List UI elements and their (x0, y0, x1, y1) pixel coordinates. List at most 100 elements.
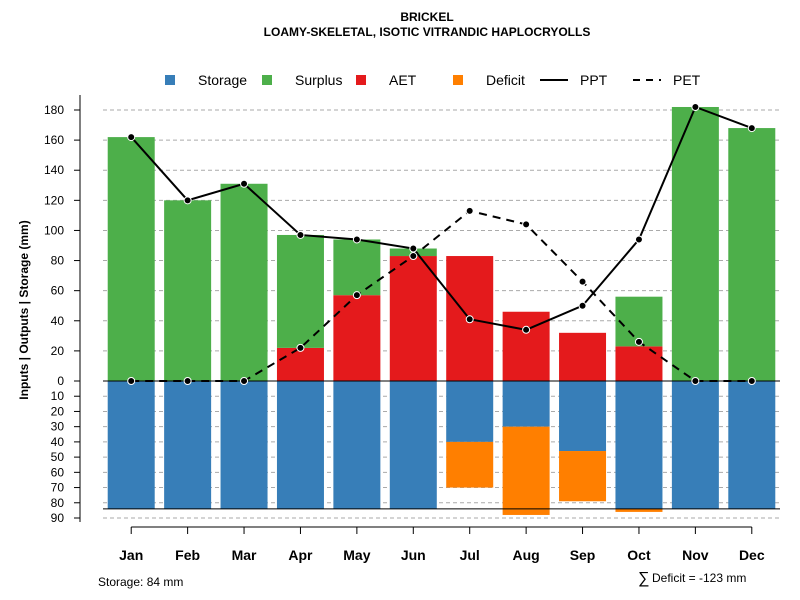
y-tick-label: 0 (57, 374, 64, 388)
x-tick-label: Jan (119, 547, 143, 563)
x-tick-label: Jun (401, 547, 426, 563)
legend-label-storage: Storage (198, 72, 247, 88)
bar-aet (559, 332, 607, 381)
pet-point (691, 377, 700, 385)
bar-storage (502, 381, 550, 427)
x-tick-label: Mar (232, 547, 257, 563)
bar-aet (389, 256, 437, 381)
storage-note: Storage: 84 mm (98, 575, 183, 589)
y-tick-label: 10 (51, 389, 65, 403)
legend: Storage Surplus AET Deficit PPT PET (165, 72, 701, 88)
y-axis-title: Inputs | Outputs | Storage (mm) (17, 220, 31, 399)
y-tick-label: 90 (51, 511, 65, 525)
bar-storage (164, 381, 212, 509)
legend-swatch-surplus (262, 75, 272, 85)
chart-title: BRICKEL (400, 10, 453, 24)
pet-point (296, 343, 305, 352)
x-tick-label: Dec (739, 547, 765, 563)
bar-surplus (107, 137, 155, 381)
legend-label-aet: AET (389, 72, 417, 88)
pet-point (747, 377, 756, 385)
y-tick-label: 20 (51, 344, 65, 358)
legend-label-pet: PET (673, 72, 701, 88)
bar-surplus (671, 106, 719, 381)
y-tick-label: 30 (51, 420, 65, 434)
chart-subtitle: LOAMY-SKELETAL, ISOTIC VITRANDIC HAPLOCR… (264, 25, 591, 39)
pet-point (578, 277, 587, 286)
ppt-point (296, 230, 305, 239)
pet-point (127, 377, 136, 385)
y-tick-label: 120 (44, 193, 64, 207)
pet-point (183, 377, 192, 385)
bar-surplus (728, 128, 776, 381)
x-tick-label: Jul (460, 547, 480, 563)
pet-line (131, 209, 752, 382)
pet-point (465, 206, 474, 215)
x-tick-label: Sep (570, 547, 596, 563)
bar-storage (615, 381, 663, 509)
x-tick-label: Nov (682, 547, 709, 563)
pet-point (240, 377, 249, 385)
legend-label-surplus: Surplus (295, 72, 342, 88)
bar-storage (728, 381, 776, 509)
bar-storage (333, 381, 381, 509)
bar-surplus (333, 239, 381, 296)
ppt-point (352, 235, 361, 244)
legend-label-ppt: PPT (580, 72, 608, 88)
bar-storage (389, 381, 437, 509)
bar-surplus (164, 200, 212, 381)
ppt-point (522, 325, 531, 334)
y-tick-label: 50 (51, 450, 65, 464)
legend-swatch-deficit (453, 75, 463, 85)
y-tick-label: 60 (51, 465, 65, 479)
y-tick-label: 180 (44, 103, 64, 117)
y-tick-label: 40 (51, 435, 65, 449)
y-tick-label: 100 (44, 223, 64, 237)
y-tick-label: 20 (51, 404, 65, 418)
bar-storage (107, 381, 155, 509)
bar-storage (559, 381, 607, 452)
bar-deficit (446, 441, 494, 488)
y-tick-label: 160 (44, 133, 64, 147)
bar-surplus (220, 183, 268, 381)
legend-swatch-storage (165, 75, 175, 85)
pet-point (634, 337, 643, 346)
ppt-point (240, 179, 249, 188)
deficit-note: Deficit = -123 mm (652, 571, 746, 585)
y-tick-label: 140 (44, 163, 64, 177)
pet-point (522, 220, 531, 229)
series-lines (127, 102, 756, 385)
x-tick-label: Aug (513, 547, 540, 563)
bar-storage (276, 381, 324, 509)
pet-point (409, 252, 418, 261)
ppt-point (127, 133, 136, 142)
ppt-point (465, 315, 474, 324)
ppt-point (578, 301, 587, 310)
bar-aet (615, 346, 663, 381)
ppt-point (409, 244, 418, 253)
pet-point (352, 291, 361, 300)
bar-storage (220, 381, 268, 509)
bars (103, 106, 780, 515)
ppt-point (183, 196, 192, 205)
axes: 0204060801001201401601801020304050607080… (44, 95, 765, 563)
bar-deficit (615, 508, 663, 512)
y-tick-label: 80 (51, 254, 65, 268)
ppt-point (691, 102, 700, 111)
ppt-point (747, 124, 756, 133)
bar-aet (276, 347, 324, 381)
bar-storage (671, 381, 719, 509)
y-tick-label: 40 (51, 314, 65, 328)
y-tick-label: 80 (51, 496, 65, 510)
bar-deficit (502, 426, 550, 515)
bar-deficit (559, 451, 607, 502)
x-tick-label: May (343, 547, 370, 563)
y-tick-label: 60 (51, 284, 65, 298)
x-tick-label: Feb (175, 547, 200, 563)
bar-storage (446, 381, 494, 442)
legend-label-deficit: Deficit (486, 72, 525, 88)
x-tick-label: Oct (627, 547, 651, 563)
gridlines (103, 109, 780, 519)
ppt-point (634, 235, 643, 244)
